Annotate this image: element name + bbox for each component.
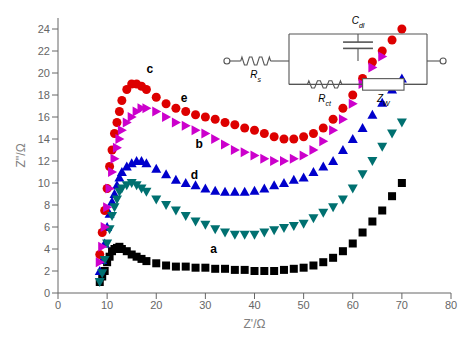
svg-text:2: 2 [44, 265, 50, 277]
svg-text:e: e [181, 91, 188, 105]
svg-text:Z''/Ω: Z''/Ω [14, 143, 28, 167]
svg-text:10: 10 [101, 299, 113, 311]
svg-text:50: 50 [298, 299, 310, 311]
svg-text:d: d [191, 168, 198, 182]
svg-text:0: 0 [55, 299, 61, 311]
svg-text:70: 70 [396, 299, 408, 311]
svg-text:ZW: ZW [376, 93, 391, 107]
svg-text:a: a [210, 242, 217, 256]
svg-text:Cdl: Cdl [352, 15, 365, 29]
svg-text:40: 40 [248, 299, 260, 311]
svg-text:c: c [146, 62, 153, 76]
svg-text:18: 18 [38, 89, 50, 101]
svg-text:22: 22 [38, 45, 50, 57]
svg-text:20: 20 [150, 299, 162, 311]
svg-text:16: 16 [38, 111, 50, 123]
svg-text:24: 24 [38, 23, 50, 35]
svg-text:Rct: Rct [318, 93, 332, 107]
svg-text:20: 20 [38, 67, 50, 79]
svg-text:10: 10 [38, 177, 50, 189]
svg-text:b: b [196, 137, 203, 151]
svg-text:8: 8 [44, 199, 50, 211]
svg-text:Z'/Ω: Z'/Ω [244, 317, 266, 331]
svg-text:80: 80 [445, 299, 457, 311]
svg-text:30: 30 [199, 299, 211, 311]
svg-text:0: 0 [44, 287, 50, 299]
svg-text:Rs: Rs [250, 69, 261, 83]
svg-text:60: 60 [347, 299, 359, 311]
svg-text:4: 4 [44, 243, 50, 255]
svg-text:6: 6 [44, 221, 50, 233]
svg-text:14: 14 [38, 133, 50, 145]
svg-text:12: 12 [38, 155, 50, 167]
